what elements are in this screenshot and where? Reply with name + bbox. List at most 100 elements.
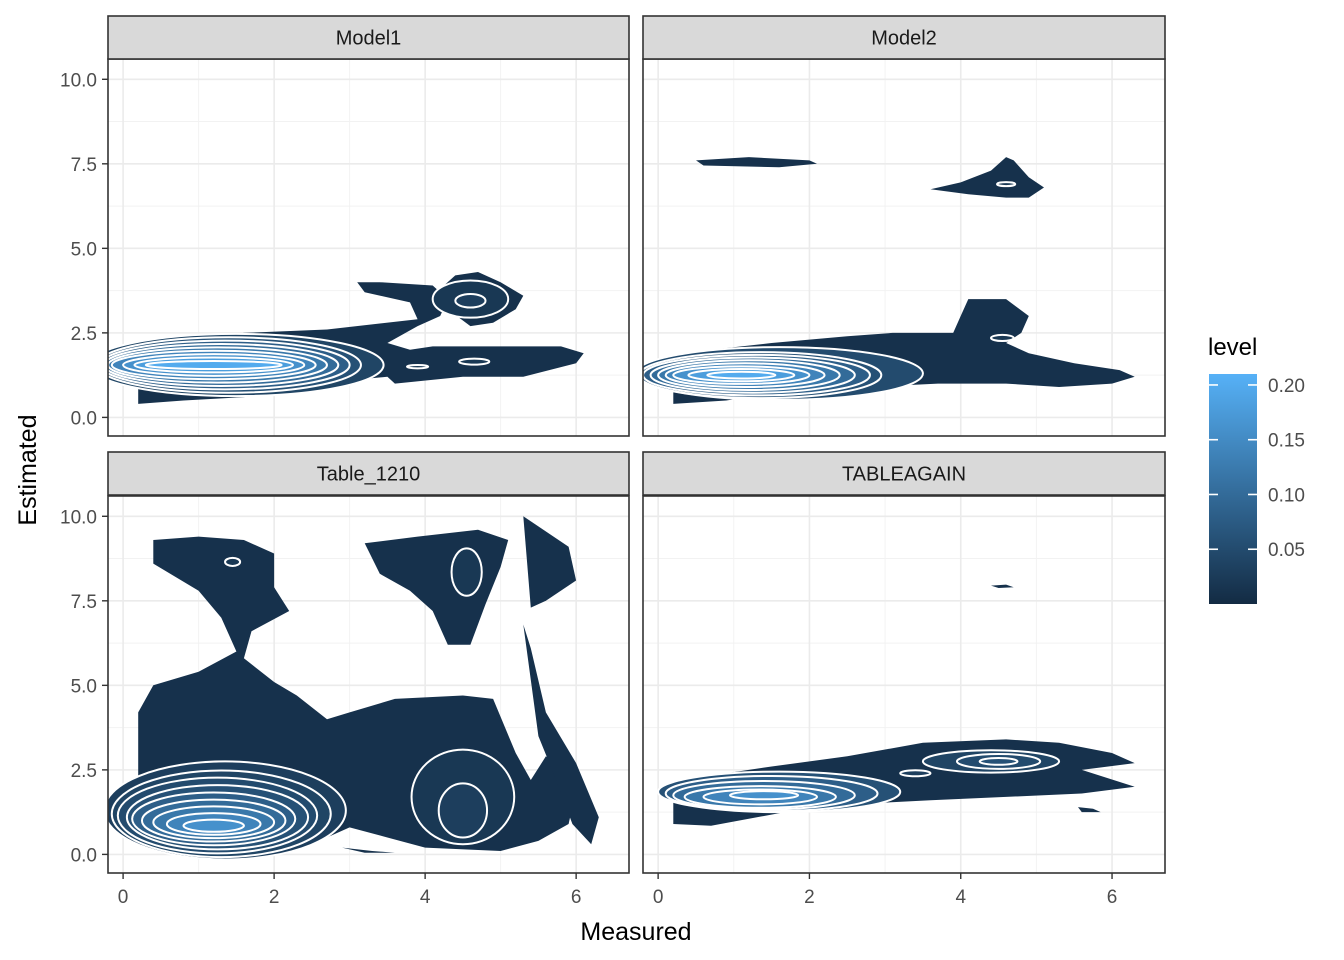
legend-ticks: 0.05 0.10 0.15 0.20: [1209, 376, 1305, 561]
y-tick-label: 2.5: [71, 324, 97, 345]
x-tick-label: 0: [118, 887, 129, 908]
contour-line: [657, 359, 841, 392]
contour-fill: [900, 770, 931, 777]
facet-label: TABLEAGAIN: [842, 464, 966, 486]
facet-strip: [107, 451, 630, 496]
contour-fill: [451, 548, 482, 596]
x-tick-label: 6: [571, 887, 582, 908]
contour-line: [144, 359, 283, 371]
contour-line: [454, 292, 487, 309]
contour-line: [664, 362, 826, 388]
contour-line: [110, 769, 332, 859]
panels: Model1 0.0 2.5 5.0 7.5 10.0 Model2 Table_1210 0.…: [60, 15, 1166, 908]
contour-line: [431, 279, 510, 319]
x-tick-label: 4: [420, 887, 431, 908]
contour-line: [978, 757, 1019, 766]
panel-model2: Model2: [642, 15, 1166, 437]
density-layer: [657, 584, 1135, 826]
contour-fill: [145, 360, 282, 370]
panel-border: [107, 495, 630, 874]
contour-line: [955, 752, 1042, 770]
y-tick-label: 10.0: [60, 507, 97, 528]
contour-fill: [991, 334, 1014, 341]
facet-label: Model1: [336, 28, 402, 50]
contour-line: [672, 780, 856, 811]
contour-line: [643, 353, 871, 397]
facet-strip: [642, 15, 1166, 60]
legend-tick-label: 0.05: [1268, 540, 1305, 561]
contour-line: [706, 370, 777, 380]
contour-line: [165, 812, 262, 836]
x-tick-label: 2: [804, 887, 815, 908]
contour-line: [108, 346, 328, 384]
contour-line: [996, 181, 1017, 188]
legend-tick-label: 0.15: [1268, 431, 1305, 452]
contour-line: [140, 798, 287, 843]
contour-line: [131, 791, 297, 847]
density-region: [991, 584, 1014, 588]
contour-line: [108, 336, 362, 394]
contour-line: [649, 356, 856, 394]
contour-line: [406, 363, 430, 370]
contour-line: [125, 784, 310, 851]
panel-border: [642, 495, 1166, 874]
contour-line: [899, 769, 932, 778]
x-tick-label: 2: [269, 887, 280, 908]
contour-fill: [455, 293, 486, 308]
y-tick-label: 2.5: [71, 761, 97, 782]
contour-line: [110, 349, 317, 381]
contour-line: [643, 351, 883, 400]
contour-line: [683, 785, 837, 809]
contour-fill: [438, 783, 488, 838]
contour-line: [450, 547, 483, 597]
contour-line: [182, 818, 245, 833]
contour-line: [921, 749, 1061, 774]
contour-line: [729, 790, 800, 801]
x-tick-label: 0: [653, 887, 664, 908]
contour-line: [116, 776, 319, 855]
panel-tableagain: TABLEAGAIN 0 2 4 6: [642, 451, 1166, 908]
density-region: [523, 516, 577, 608]
panel-model1: Model1 0.0 2.5 5.0 7.5 10.0: [60, 15, 630, 437]
facet-strip: [642, 451, 1166, 496]
density-layer: [643, 157, 1135, 404]
contour-line: [672, 365, 811, 385]
contour-line: [152, 805, 276, 840]
contour-line: [108, 760, 347, 861]
contour-fill: [459, 358, 490, 365]
density-region: [523, 624, 599, 845]
panel-table_1210: Table_1210 0.0 2.5 5.0 7.5 10.0 0 2 4 6: [60, 451, 630, 908]
contour-line: [990, 333, 1015, 342]
x-tick-label: 4: [955, 887, 966, 908]
contour-fill: [707, 371, 776, 379]
contour-fill: [183, 819, 244, 832]
y-tick-label: 10.0: [60, 70, 97, 91]
contour-line: [458, 357, 491, 366]
y-axis-title: Estimated: [14, 414, 42, 525]
legend-tick-label: 0.10: [1268, 485, 1305, 506]
density-region: [342, 847, 395, 853]
density-layer: [108, 272, 584, 404]
density-region: [930, 157, 1044, 198]
legend-title: level: [1208, 334, 1257, 361]
facet-label: Model2: [871, 28, 937, 50]
y-tick-label: 5.0: [71, 676, 97, 697]
y-tick-label: 5.0: [71, 239, 97, 260]
contour-fill: [730, 791, 799, 800]
density-layer: [108, 516, 599, 861]
y-tick-label: 0.0: [71, 408, 97, 429]
contour-line: [657, 770, 902, 814]
legend-tick-label: 0.20: [1268, 376, 1305, 397]
density-region: [1078, 807, 1101, 813]
legend: level 0.05 0.10 0.15 0.20: [1208, 334, 1305, 604]
contour-line: [687, 368, 796, 383]
contour-line: [664, 774, 879, 813]
contour-line: [437, 782, 489, 839]
y-tick-label: 7.5: [71, 592, 97, 613]
y-tick-label: 7.5: [71, 155, 97, 176]
contour-line: [108, 343, 340, 387]
contour-line: [702, 788, 818, 806]
contour-line: [108, 339, 351, 391]
y-tick-label: 0.0: [71, 845, 97, 866]
